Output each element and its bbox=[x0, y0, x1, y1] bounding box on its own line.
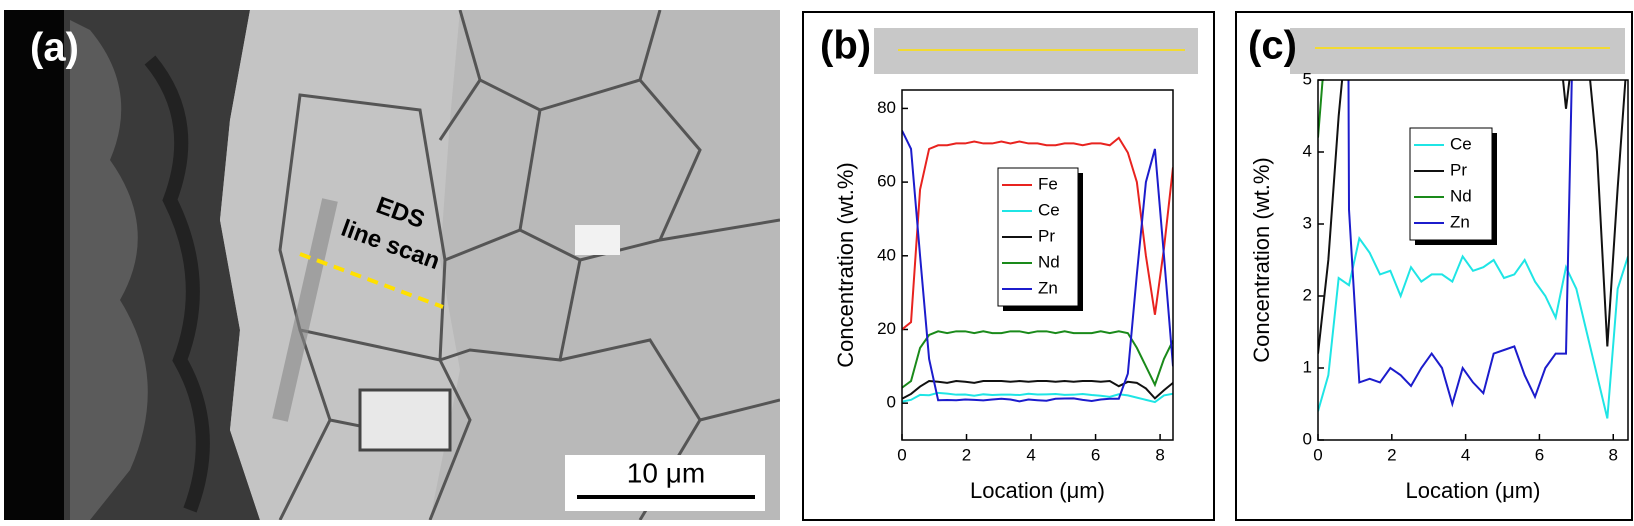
panel-label: (a) bbox=[30, 26, 79, 70]
panel-label: (c) bbox=[1248, 24, 1297, 68]
y-axis-label: Concentration (wt.%) bbox=[1249, 157, 1274, 362]
data-line bbox=[902, 391, 1173, 404]
x-tick-label: 6 bbox=[1091, 445, 1100, 464]
y-tick-label: 60 bbox=[877, 172, 896, 191]
legend-label: Zn bbox=[1038, 278, 1058, 297]
data-line bbox=[1347, 80, 1573, 408]
plot-frame bbox=[901, 89, 1174, 441]
x-axis-label: Location (μm) bbox=[1406, 478, 1541, 503]
data-line bbox=[902, 130, 1173, 403]
y-tick-label: 3 bbox=[1303, 213, 1312, 232]
x-axis-label: Location (μm) bbox=[970, 478, 1105, 503]
y-tick-label: 2 bbox=[1303, 285, 1312, 304]
legend-label: Ce bbox=[1450, 134, 1472, 153]
legend-label: Pr bbox=[1450, 160, 1467, 179]
y-tick-label: 0 bbox=[887, 393, 896, 412]
plot-lines bbox=[1318, 80, 1628, 419]
x-tick-label: 4 bbox=[1026, 445, 1035, 464]
x-tick-label: 8 bbox=[1609, 445, 1618, 464]
y-tick-label: 40 bbox=[877, 245, 896, 264]
x-tick-label: 4 bbox=[1461, 445, 1470, 464]
data-line bbox=[1318, 235, 1628, 419]
line-scan-image bbox=[1290, 28, 1625, 74]
panel-label: (b) bbox=[820, 24, 871, 68]
y-tick-label: 1 bbox=[1303, 357, 1312, 376]
legend-label: Pr bbox=[1038, 226, 1055, 245]
panel-frame bbox=[1235, 11, 1633, 521]
legend-label: Nd bbox=[1450, 186, 1472, 205]
x-tick-label: 6 bbox=[1535, 445, 1544, 464]
plot-frame bbox=[1317, 79, 1629, 441]
y-tick-label: 4 bbox=[1303, 141, 1312, 160]
data-line bbox=[902, 380, 1173, 400]
plot-lines bbox=[902, 130, 1173, 404]
legend bbox=[1409, 127, 1493, 241]
sem-image bbox=[4, 10, 780, 520]
data-line bbox=[902, 330, 1173, 389]
y-axis-label: Concentration (wt.%) bbox=[833, 162, 858, 367]
x-tick-label: 0 bbox=[1313, 445, 1322, 464]
x-tick-label: 2 bbox=[1387, 445, 1396, 464]
x-tick-label: 0 bbox=[897, 445, 906, 464]
x-tick-label: 8 bbox=[1155, 445, 1164, 464]
line-scan-image bbox=[874, 28, 1198, 74]
legend-label: Ce bbox=[1038, 200, 1060, 219]
legend-label: Fe bbox=[1038, 174, 1058, 193]
x-tick-label: 2 bbox=[962, 445, 971, 464]
y-tick-label: 80 bbox=[877, 98, 896, 117]
legend-label: Zn bbox=[1450, 212, 1470, 231]
y-tick-label: 5 bbox=[1303, 69, 1312, 88]
legend-label: Nd bbox=[1038, 252, 1060, 271]
y-tick-label: 0 bbox=[1303, 429, 1312, 448]
panel-frame bbox=[802, 11, 1215, 521]
data-line bbox=[902, 136, 1173, 331]
scale-bar-label: 10 μm bbox=[627, 457, 705, 488]
y-tick-label: 20 bbox=[877, 319, 896, 338]
